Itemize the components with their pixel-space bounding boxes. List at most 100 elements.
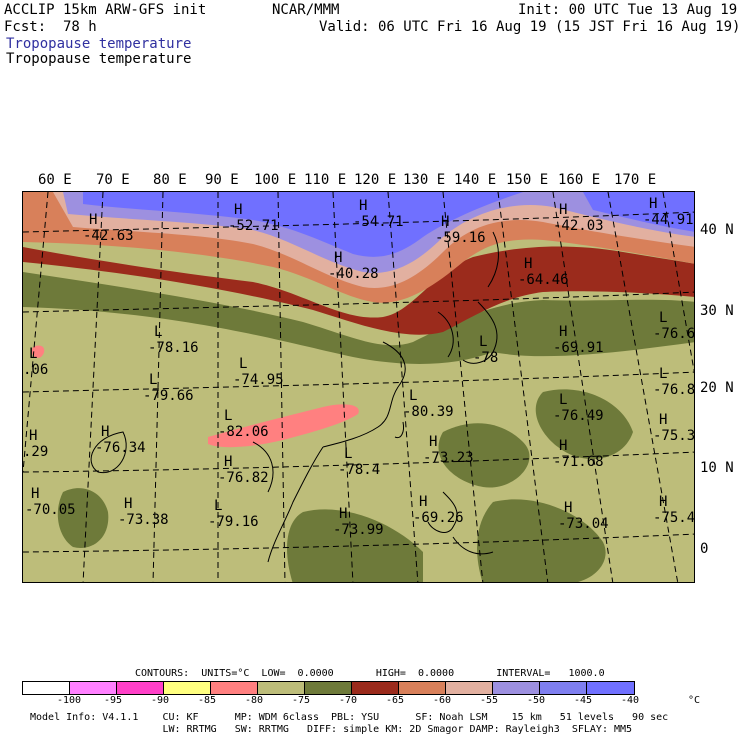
colorbar-tick-label: -90 <box>151 695 170 706</box>
extremum-type: H <box>224 454 232 470</box>
extremum-value: -69.26 <box>413 510 464 526</box>
low-marker: L-74.95 <box>233 356 284 388</box>
extremum-type: L <box>224 408 232 424</box>
extremum-value: .29 <box>23 444 48 460</box>
colorbar-cell <box>23 682 70 694</box>
extremum-type: H <box>31 486 39 502</box>
extremum-type: H <box>559 438 567 454</box>
high-marker: H-69.26 <box>413 494 464 526</box>
lon-label: 70 E <box>96 172 130 188</box>
high-marker: H-75.4 <box>653 494 695 526</box>
lon-label: 60 E <box>38 172 72 188</box>
extremum-value: -76.49 <box>553 408 604 424</box>
colorbar-cell <box>352 682 399 694</box>
extremum-value: -71.68 <box>553 454 604 470</box>
extremum-type: H <box>234 202 242 218</box>
high-marker: H-73.23 <box>423 434 474 466</box>
colorbar-tick-label: -80 <box>245 695 264 706</box>
colorbar-tick-label: -60 <box>433 695 452 706</box>
extremum-value: -42.03 <box>553 218 604 234</box>
high-marker: H-52.71 <box>228 202 279 234</box>
extremum-value: -69.91 <box>553 340 604 356</box>
extremum-value: -76.6 <box>653 326 695 342</box>
extremum-type: L <box>559 392 567 408</box>
extremum-type: L <box>659 366 667 382</box>
colorbar-cell <box>211 682 258 694</box>
extremum-type: L <box>239 356 247 372</box>
colorbar-tick-label: -95 <box>104 695 123 706</box>
extremum-type: H <box>419 494 427 510</box>
colorbar-cell <box>305 682 352 694</box>
extremum-value: -76.34 <box>95 440 146 456</box>
map-fill: H-42.63H-52.71H-54.71H-40.28H-59.16H-42.… <box>23 192 695 582</box>
extremum-type: H <box>659 494 667 510</box>
extremum-value: -79.16 <box>208 514 259 530</box>
colorbar-cell <box>258 682 305 694</box>
extremum-value: -79.66 <box>143 388 194 404</box>
extremum-type: H <box>124 496 132 512</box>
high-marker: H-70.05 <box>25 486 76 518</box>
low-marker: L-80.39 <box>403 388 454 420</box>
lon-label: 110 E <box>304 172 347 188</box>
extremum-type: L <box>29 346 37 362</box>
extremum-value: -42.63 <box>83 228 134 244</box>
extremum-type: H <box>564 500 572 516</box>
extremum-value: -75.4 <box>653 510 695 526</box>
center-label: NCAR/MMM <box>272 2 340 18</box>
extremum-type: L <box>409 388 417 404</box>
extremum-value: -44.91 <box>643 212 694 228</box>
field-title: Tropopause temperature <box>6 51 192 67</box>
lat-label: 40 N <box>700 222 734 238</box>
colorbar-cell <box>117 682 164 694</box>
high-marker: H-42.03 <box>553 202 604 234</box>
extremum-value: -54.71 <box>353 214 404 230</box>
extremum-type: H <box>559 324 567 340</box>
extremum-value: -73.99 <box>333 522 384 538</box>
extremum-type: H <box>101 424 109 440</box>
extremum-type: H <box>334 250 342 266</box>
tropopause-temperature-map: H -42.63 H -52.71 H -54.71 H -40.28 H -59.16 H -42.… <box>22 191 695 583</box>
lon-label: 100 E <box>254 172 297 188</box>
high-marker: H.29 <box>23 428 48 460</box>
fcst-hours: 78 h <box>63 19 97 35</box>
lon-label: 160 E <box>558 172 601 188</box>
extremum-value: -52.71 <box>228 218 279 234</box>
extremum-type: L <box>659 310 667 326</box>
field-title-colored: Tropopause temperature <box>6 36 192 52</box>
lon-label: 80 E <box>153 172 187 188</box>
model-info-line1: Model Info: V4.1.1 CU: KF MP: WDM 6class… <box>30 712 669 723</box>
high-marker: H-75.3 <box>653 412 695 444</box>
high-marker: H-71.68 <box>553 438 604 470</box>
lon-label: 120 E <box>354 172 397 188</box>
extremum-value: -78.16 <box>148 340 199 356</box>
high-marker: H-42.63 <box>83 212 134 244</box>
extremum-value: -64.46 <box>518 272 569 288</box>
extremum-type: H <box>649 196 657 212</box>
lon-label: 90 E <box>205 172 239 188</box>
extremum-value: -74.95 <box>233 372 284 388</box>
low-marker: L.06 <box>23 346 48 378</box>
extremum-value: -70.05 <box>25 502 76 518</box>
high-marker: H-44.91 <box>643 196 694 228</box>
high-marker: H-76.34 <box>95 424 146 456</box>
extremum-type: L <box>154 324 162 340</box>
high-marker: H-64.46 <box>518 256 569 288</box>
low-marker: L-76.6 <box>653 310 695 342</box>
high-marker: H-54.71 <box>353 198 404 230</box>
colorbar-tick-label: -75 <box>292 695 311 706</box>
extremum-value: -82.06 <box>218 424 269 440</box>
extremum-type: L <box>479 334 487 350</box>
model-title: ACCLIP 15km ARW-GFS init <box>4 2 207 18</box>
extremum-value: -75.3 <box>653 428 695 444</box>
lon-label: 130 E <box>403 172 446 188</box>
low-marker: L-78.16 <box>148 324 199 356</box>
extremum-type: H <box>659 412 667 428</box>
colorbar-tick-label: -45 <box>574 695 593 706</box>
colorbar-cell <box>164 682 211 694</box>
colorbar-cell <box>446 682 493 694</box>
high-marker: H-76.82 <box>218 454 269 486</box>
valid-time: Valid: 06 UTC Fri 16 Aug 19 (15 JST Fri … <box>319 19 740 35</box>
high-marker: H-40.28 <box>328 250 379 282</box>
extremum-type: L <box>344 446 352 462</box>
low-marker: L-76.49 <box>553 392 604 424</box>
